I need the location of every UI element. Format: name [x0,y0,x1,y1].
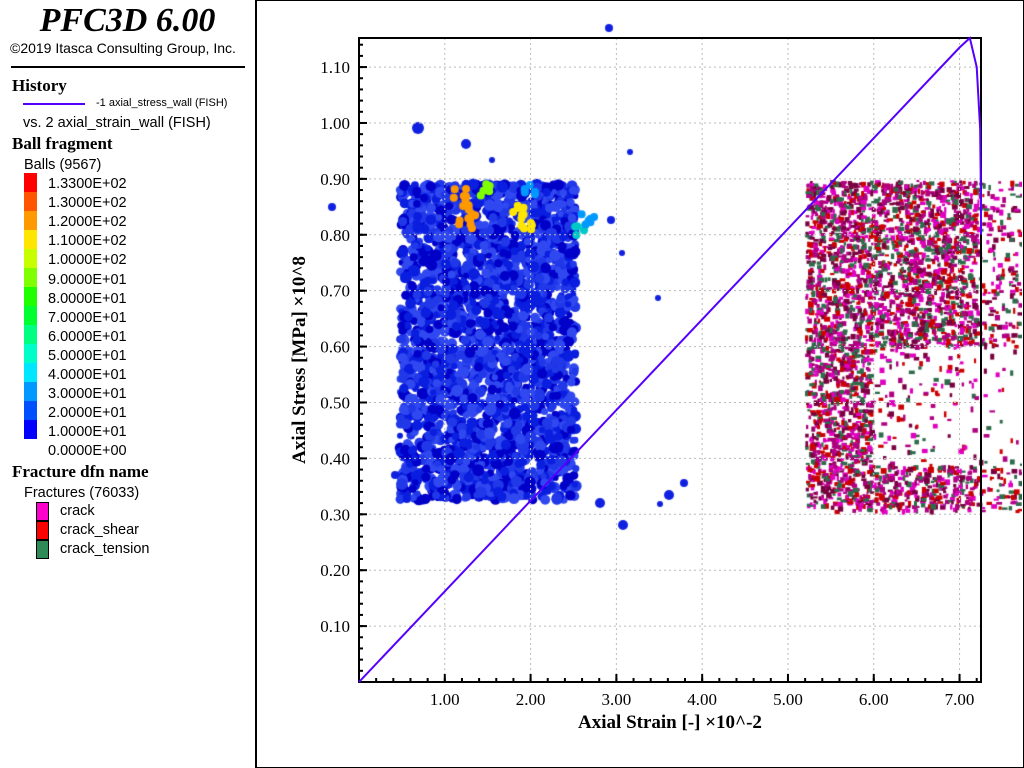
color-level-label: 3.0000E+01 [48,386,127,403]
y-tick-label: 0.40 [320,449,350,468]
history-heading: History [12,76,67,95]
color-bar-segment [24,268,37,287]
y-tick-label: 0.70 [320,282,350,301]
crack-tension-swatch [36,540,49,559]
x-axis-label: Axial Strain [-] ×10^-2 [578,712,762,733]
color-level-label: 1.0000E+01 [48,424,127,441]
x-tick-label: 7.00 [945,690,975,709]
history-line-swatch [23,103,85,105]
color-level-label: 5.0000E+01 [48,347,127,364]
color-level-label: 1.2000E+02 [48,214,127,231]
color-level-label: 7.0000E+01 [48,309,127,326]
color-level-label: 8.0000E+01 [48,290,127,307]
color-bar-segment [24,325,37,344]
color-bar-segment [24,420,37,439]
color-level-label: 6.0000E+01 [48,328,127,345]
ball-fragment-heading: Ball fragment [12,134,113,153]
color-level-label: 4.0000E+01 [48,367,127,383]
x-tick-label: 6.00 [859,690,889,709]
color-bar-segment [24,192,37,211]
history-vs-label: vs. 2 axial_strain_wall (FISH) [23,115,211,131]
app-title: PFC3D 6.00 [39,2,216,39]
y-tick-label: 0.80 [320,226,350,245]
crack-shear-label: crack_shear [60,522,139,538]
y-tick-label: 1.10 [320,58,350,77]
color-bar [24,173,37,439]
color-level-label: 1.0000E+02 [48,252,127,269]
color-bar-segment [24,344,37,363]
crack-tension-label: crack_tension [60,541,150,557]
color-level-label: 9.0000E+01 [48,271,127,288]
y-tick-label: 0.90 [320,170,350,189]
y-tick-label: 0.10 [320,617,350,636]
history-series-label: -1 axial_stress_wall (FISH) [96,97,228,109]
fracture-heading: Fracture dfn name [12,462,149,481]
x-tick-label: 1.00 [430,690,460,709]
color-bar-segment [24,230,37,249]
y-tick-label: 0.30 [320,505,350,524]
particle-render [257,0,1022,766]
crack-swatch [36,502,49,521]
balls-count: Balls (9567) [24,157,102,173]
stress-strain-chart: Axial Strain [-] ×10^-2 Axial Stress [MP… [289,36,982,733]
color-level-label: 1.3300E+02 [48,176,127,192]
crack-shear-swatch [36,521,49,540]
crack-label: crack [60,503,95,519]
color-level-label: 1.3000E+02 [48,195,127,212]
color-bar-segment [24,173,37,192]
fractures-count: Fractures (76033) [24,485,140,501]
y-tick-label: 1.00 [320,114,350,133]
color-level-label: 0.0000E+00 [48,443,127,460]
copyright: ©2019 Itasca Consulting Group, Inc. [10,40,236,56]
color-bar-segment [24,363,37,382]
color-bar-segment [24,211,37,230]
color-level-label: 1.1000E+02 [48,233,127,250]
divider [11,66,245,68]
color-bar-segment [24,249,37,268]
color-bar-segment [24,306,37,325]
x-tick-label: 4.00 [687,690,717,709]
x-tick-label: 3.00 [602,690,632,709]
plot-frame [358,37,982,683]
color-bar-segment [24,382,37,401]
y-tick-label: 0.20 [320,561,350,580]
stress-strain-curve [358,36,982,683]
y-tick-label: 0.60 [320,338,350,357]
color-bar-segment [24,401,37,420]
y-tick-label: 0.50 [320,393,350,412]
y-axis-label: Axial Stress [MPa] ×10^8 [289,256,310,464]
color-bar-segment [24,287,37,306]
x-tick-label: 2.00 [516,690,546,709]
legend-panel: PFC3D 6.00 ©2019 Itasca Consulting Group… [0,0,257,768]
color-level-label: 2.0000E+01 [48,405,127,422]
x-tick-label: 5.00 [773,690,803,709]
